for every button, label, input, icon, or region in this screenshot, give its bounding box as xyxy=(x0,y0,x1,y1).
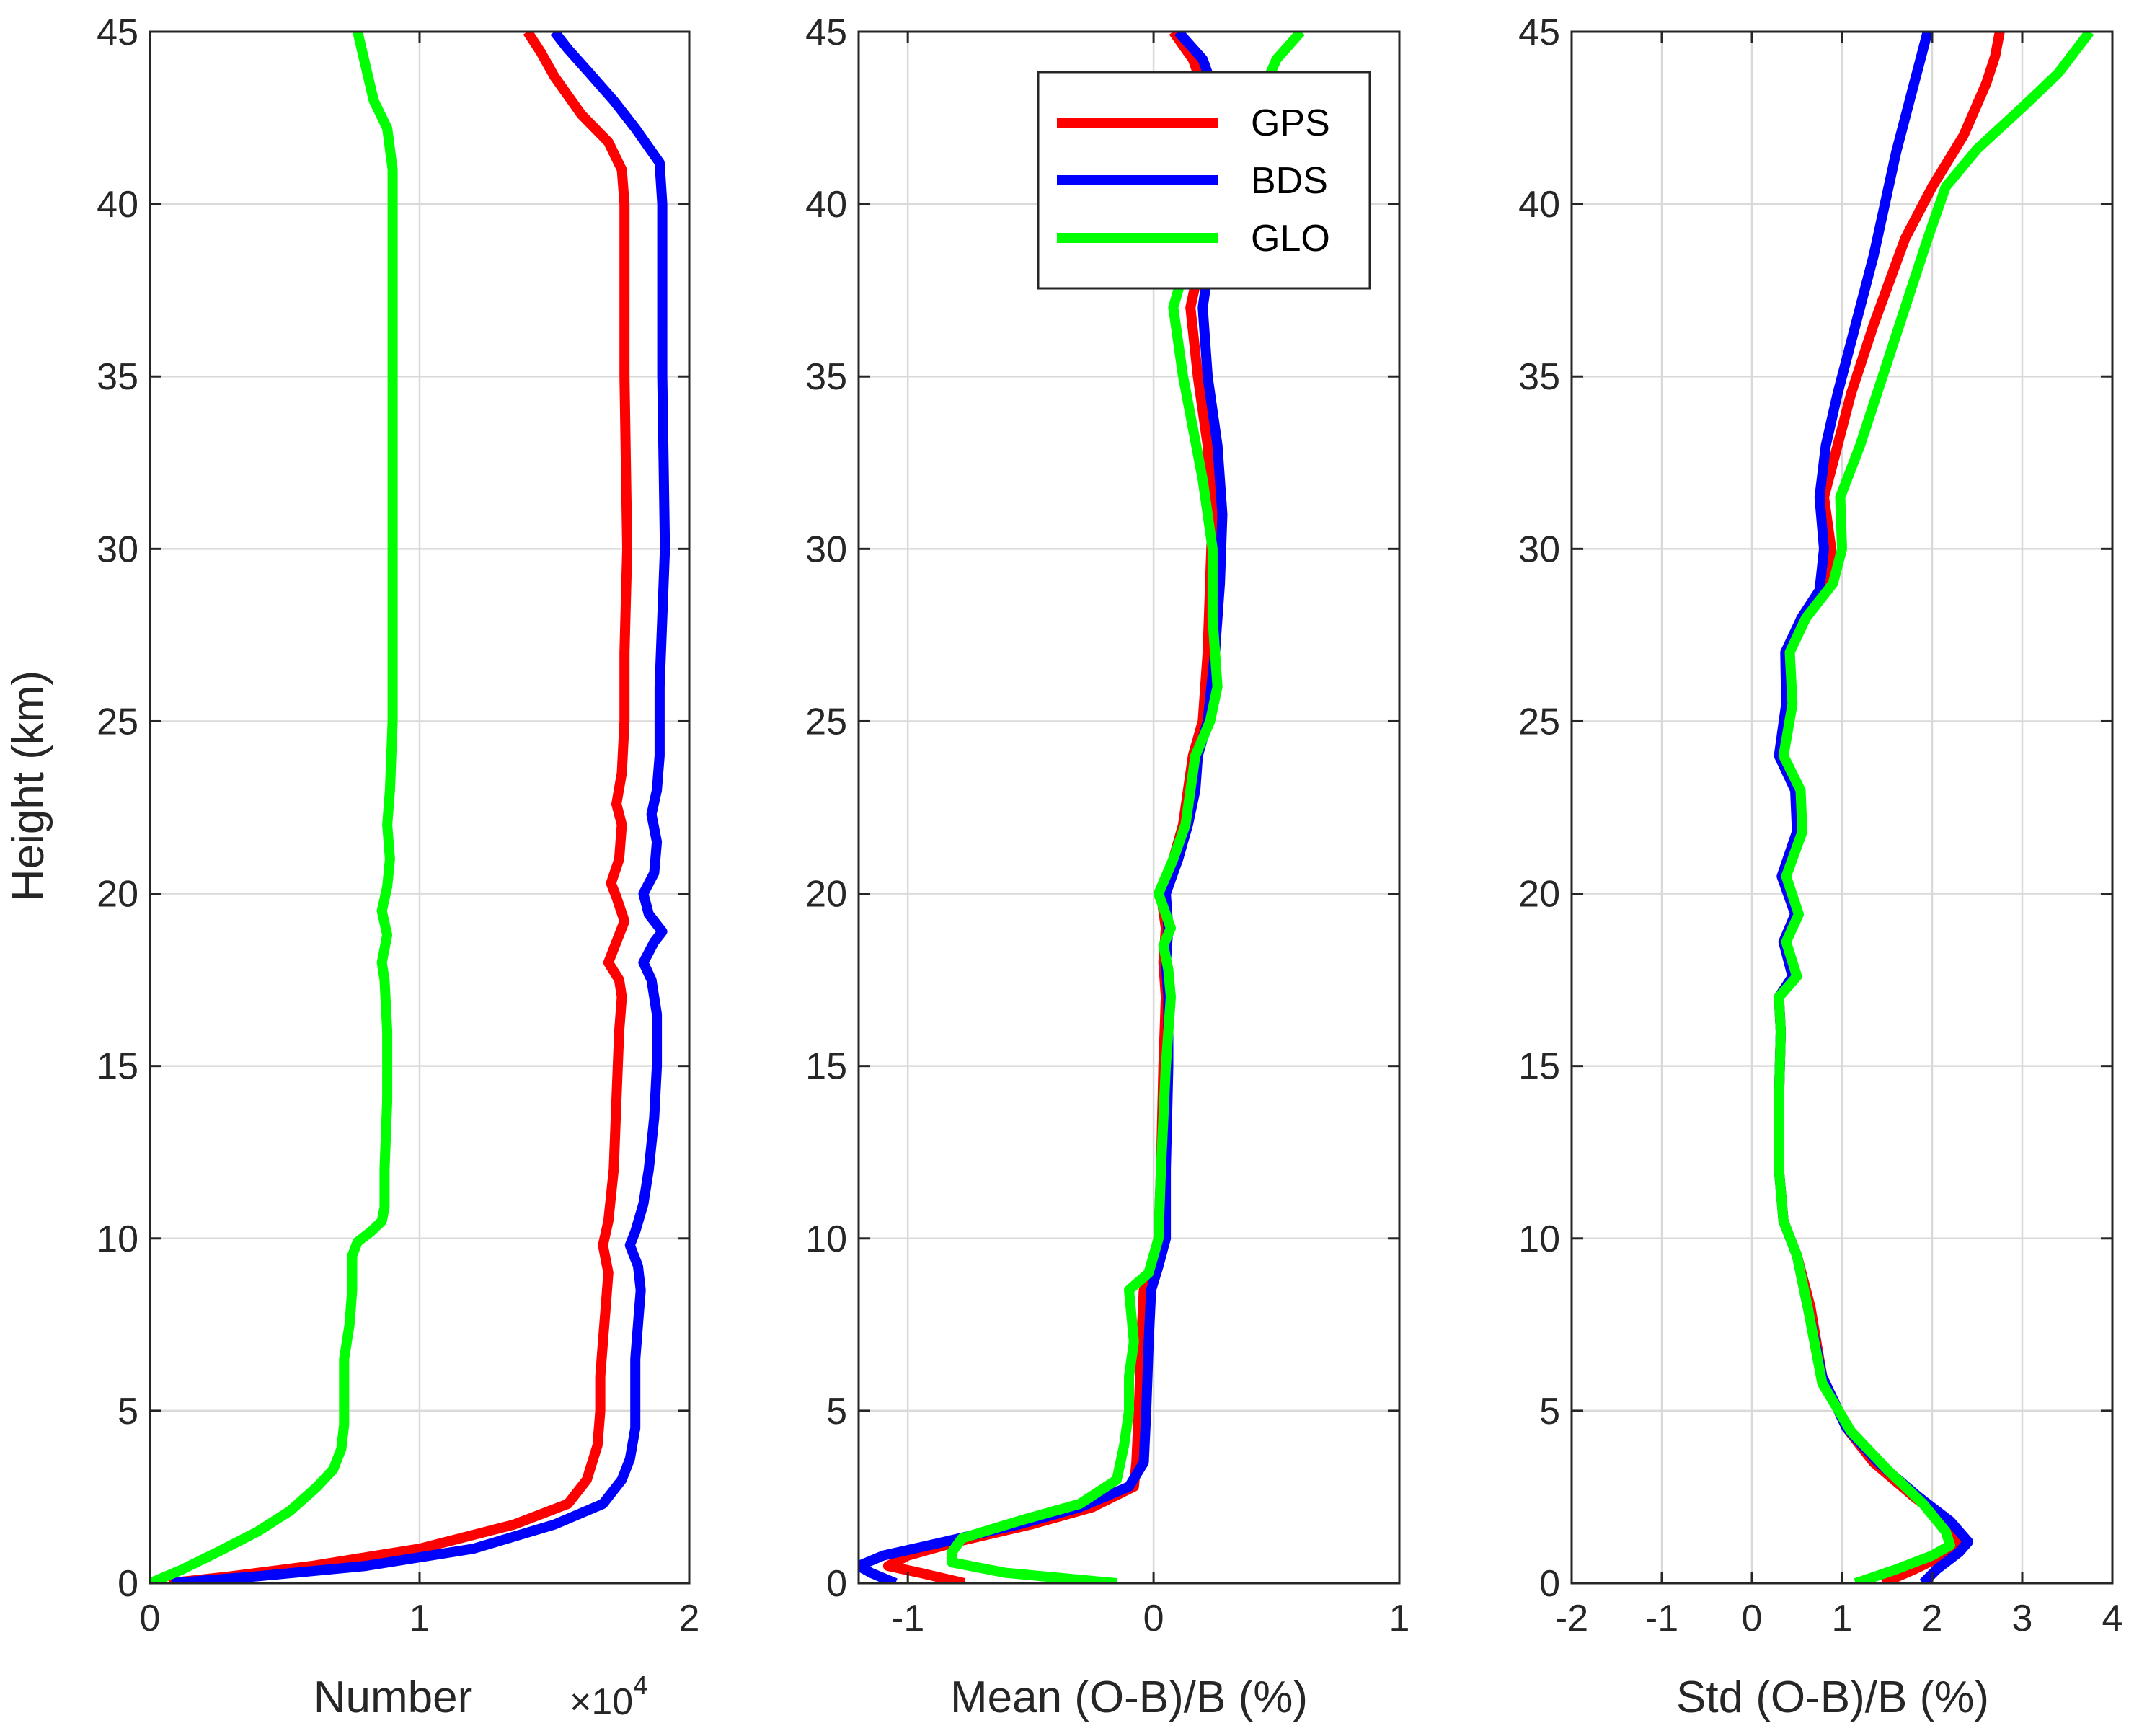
y-tick-label: 5 xyxy=(826,1391,847,1432)
series-group xyxy=(150,32,670,1583)
y-tick-label: 15 xyxy=(805,1046,847,1088)
y-tick-label: 10 xyxy=(97,1218,138,1260)
y-tick-label: 35 xyxy=(97,356,138,398)
x-tick-label: 1 xyxy=(409,1598,430,1639)
x-tick-label: -1 xyxy=(891,1598,924,1639)
panel-mean: Mean (O-B)/B (%) -1 0 1051015202530354045G… xyxy=(805,12,1409,1722)
series-line-bds xyxy=(1774,32,1973,1583)
series-line-glo xyxy=(150,32,398,1583)
x-tick-label: 0 xyxy=(140,1598,161,1639)
y-tick-label: 25 xyxy=(805,701,847,743)
x-tick-label: 4 xyxy=(2102,1598,2123,1639)
y-tick-label: 30 xyxy=(97,528,138,570)
legend: GPS BDS GLO xyxy=(1037,71,1371,290)
grid xyxy=(1572,32,2112,1583)
y-tick-label: 40 xyxy=(805,184,847,226)
y-tick-label: 20 xyxy=(805,874,847,916)
xlabel-std: Std (O-B)/B (%) xyxy=(1676,1673,1989,1722)
y-tick-label: 35 xyxy=(805,356,847,398)
ylabel-height: Height (km) xyxy=(4,670,53,901)
xlabel-mean: Mean (O-B)/B (%) xyxy=(950,1673,1308,1722)
series-line-glo xyxy=(1774,32,2094,1583)
legend-label-glo: GLO xyxy=(1251,218,1330,260)
y-tick-label: 30 xyxy=(1518,528,1560,570)
y-tick-label: 45 xyxy=(97,12,138,53)
series-line-bds xyxy=(171,32,670,1583)
panel-std: Std (O-B)/B (%) -2 -1 0 1 2 3 4051015202530354… xyxy=(1518,12,2122,1722)
series-group xyxy=(1774,32,2094,1583)
series-group xyxy=(859,32,1305,1583)
x-tick-label: -2 xyxy=(1555,1598,1588,1639)
y-tick-label: 15 xyxy=(97,1046,138,1088)
x-exponent: 4 xyxy=(633,1670,647,1700)
panel-number: Height (km) Number ×104 0 1 20510152025303… xyxy=(4,12,699,1723)
x-tick-label: 1 xyxy=(1389,1598,1410,1639)
y-tick-label: 30 xyxy=(805,528,847,570)
x-tick-label: 0 xyxy=(1143,1598,1164,1639)
y-tick-label: 20 xyxy=(97,874,138,916)
y-tick-label: 45 xyxy=(805,12,847,53)
y-tick-label: 25 xyxy=(97,701,138,743)
x-tick-label: 1 xyxy=(1832,1598,1853,1639)
y-tick-label: 10 xyxy=(805,1218,847,1260)
x-tick-label: 2 xyxy=(1922,1598,1943,1639)
x-tick-label: 0 xyxy=(1742,1598,1763,1639)
x-tick-label: -1 xyxy=(1645,1598,1678,1639)
legend-label-bds: BDS xyxy=(1251,160,1328,202)
legend-label-gps: GPS xyxy=(1251,102,1330,144)
y-tick-label: 5 xyxy=(1539,1391,1560,1432)
grid xyxy=(150,32,689,1583)
y-tick-label: 35 xyxy=(1518,356,1560,398)
y-tick-label: 25 xyxy=(1518,701,1560,743)
y-tick-label: 15 xyxy=(1518,1046,1560,1088)
y-tick-label: 45 xyxy=(1518,12,1560,53)
axes-box xyxy=(857,30,1401,1585)
y-tick-label: 10 xyxy=(1518,1218,1560,1260)
series-line-glo xyxy=(947,32,1305,1583)
y-tick-label: 40 xyxy=(97,184,138,226)
y-tick-label: 0 xyxy=(1539,1563,1560,1605)
x-tick-label: 3 xyxy=(2012,1598,2033,1639)
x-tick-label: 2 xyxy=(679,1598,700,1639)
x-exponent-label: ×104 xyxy=(570,1670,647,1723)
y-tick-label: 40 xyxy=(1518,184,1560,226)
y-tick-label: 0 xyxy=(118,1563,138,1605)
y-tick-label: 0 xyxy=(826,1563,847,1605)
y-tick-label: 5 xyxy=(118,1391,138,1432)
series-line-gps xyxy=(168,32,632,1583)
y-tick-label: 20 xyxy=(1518,874,1560,916)
xlabel-number: Number xyxy=(314,1673,473,1722)
